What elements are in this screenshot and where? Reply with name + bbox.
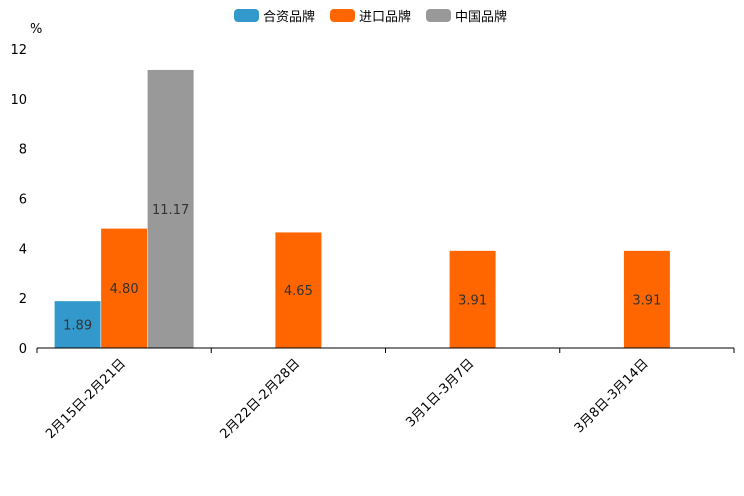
bar[interactable] [623, 250, 671, 349]
y-tick-label: 12 [10, 43, 27, 58]
bar[interactable] [100, 228, 148, 349]
legend-swatch[interactable] [426, 9, 451, 22]
bar[interactable] [274, 231, 322, 349]
data-label: 4.80 [110, 282, 139, 297]
data-label: 11.17 [152, 203, 189, 218]
y-tick-label: 8 [19, 143, 27, 158]
y-tick-label: 0 [19, 342, 27, 357]
y-axis-unit-label: % [30, 22, 42, 37]
bar[interactable] [54, 300, 102, 349]
legend-label[interactable]: 进口品牌 [359, 9, 411, 25]
legend-label[interactable]: 合资品牌 [263, 9, 315, 25]
data-label: 3.91 [458, 293, 487, 308]
x-tick-label: 3月1日-3月7日 [403, 356, 477, 430]
y-tick-label: 4 [19, 242, 27, 257]
legend-label[interactable]: 中国品牌 [455, 9, 507, 25]
y-axis: 0 2 4 6 8 10 12 [10, 43, 27, 357]
data-label: 4.65 [284, 284, 313, 299]
bar[interactable] [147, 69, 195, 349]
x-axis: 2月15日-2月21日 2月22日-2月28日 3月1日-3月7日 3月8日-3月14… [36, 347, 735, 442]
data-label: 1.89 [63, 318, 92, 333]
y-tick-label: 6 [19, 193, 27, 208]
bar[interactable] [449, 250, 497, 349]
legend-swatch[interactable] [234, 9, 259, 22]
legend: 合资品牌 进口品牌 中国品牌 [234, 9, 507, 25]
y-tick-label: 2 [19, 292, 27, 307]
bars: 1.89 4.80 11.17 4.65 3.91 3.91 [54, 69, 671, 349]
x-tick-label: 2月15日-2月21日 [43, 356, 129, 442]
data-label: 3.91 [632, 293, 661, 308]
x-tick-label: 3月8日-3月14日 [572, 356, 652, 436]
y-tick-label: 10 [10, 93, 27, 108]
x-tick-label: 2月22日-2月28日 [217, 356, 303, 442]
legend-swatch[interactable] [330, 9, 355, 22]
